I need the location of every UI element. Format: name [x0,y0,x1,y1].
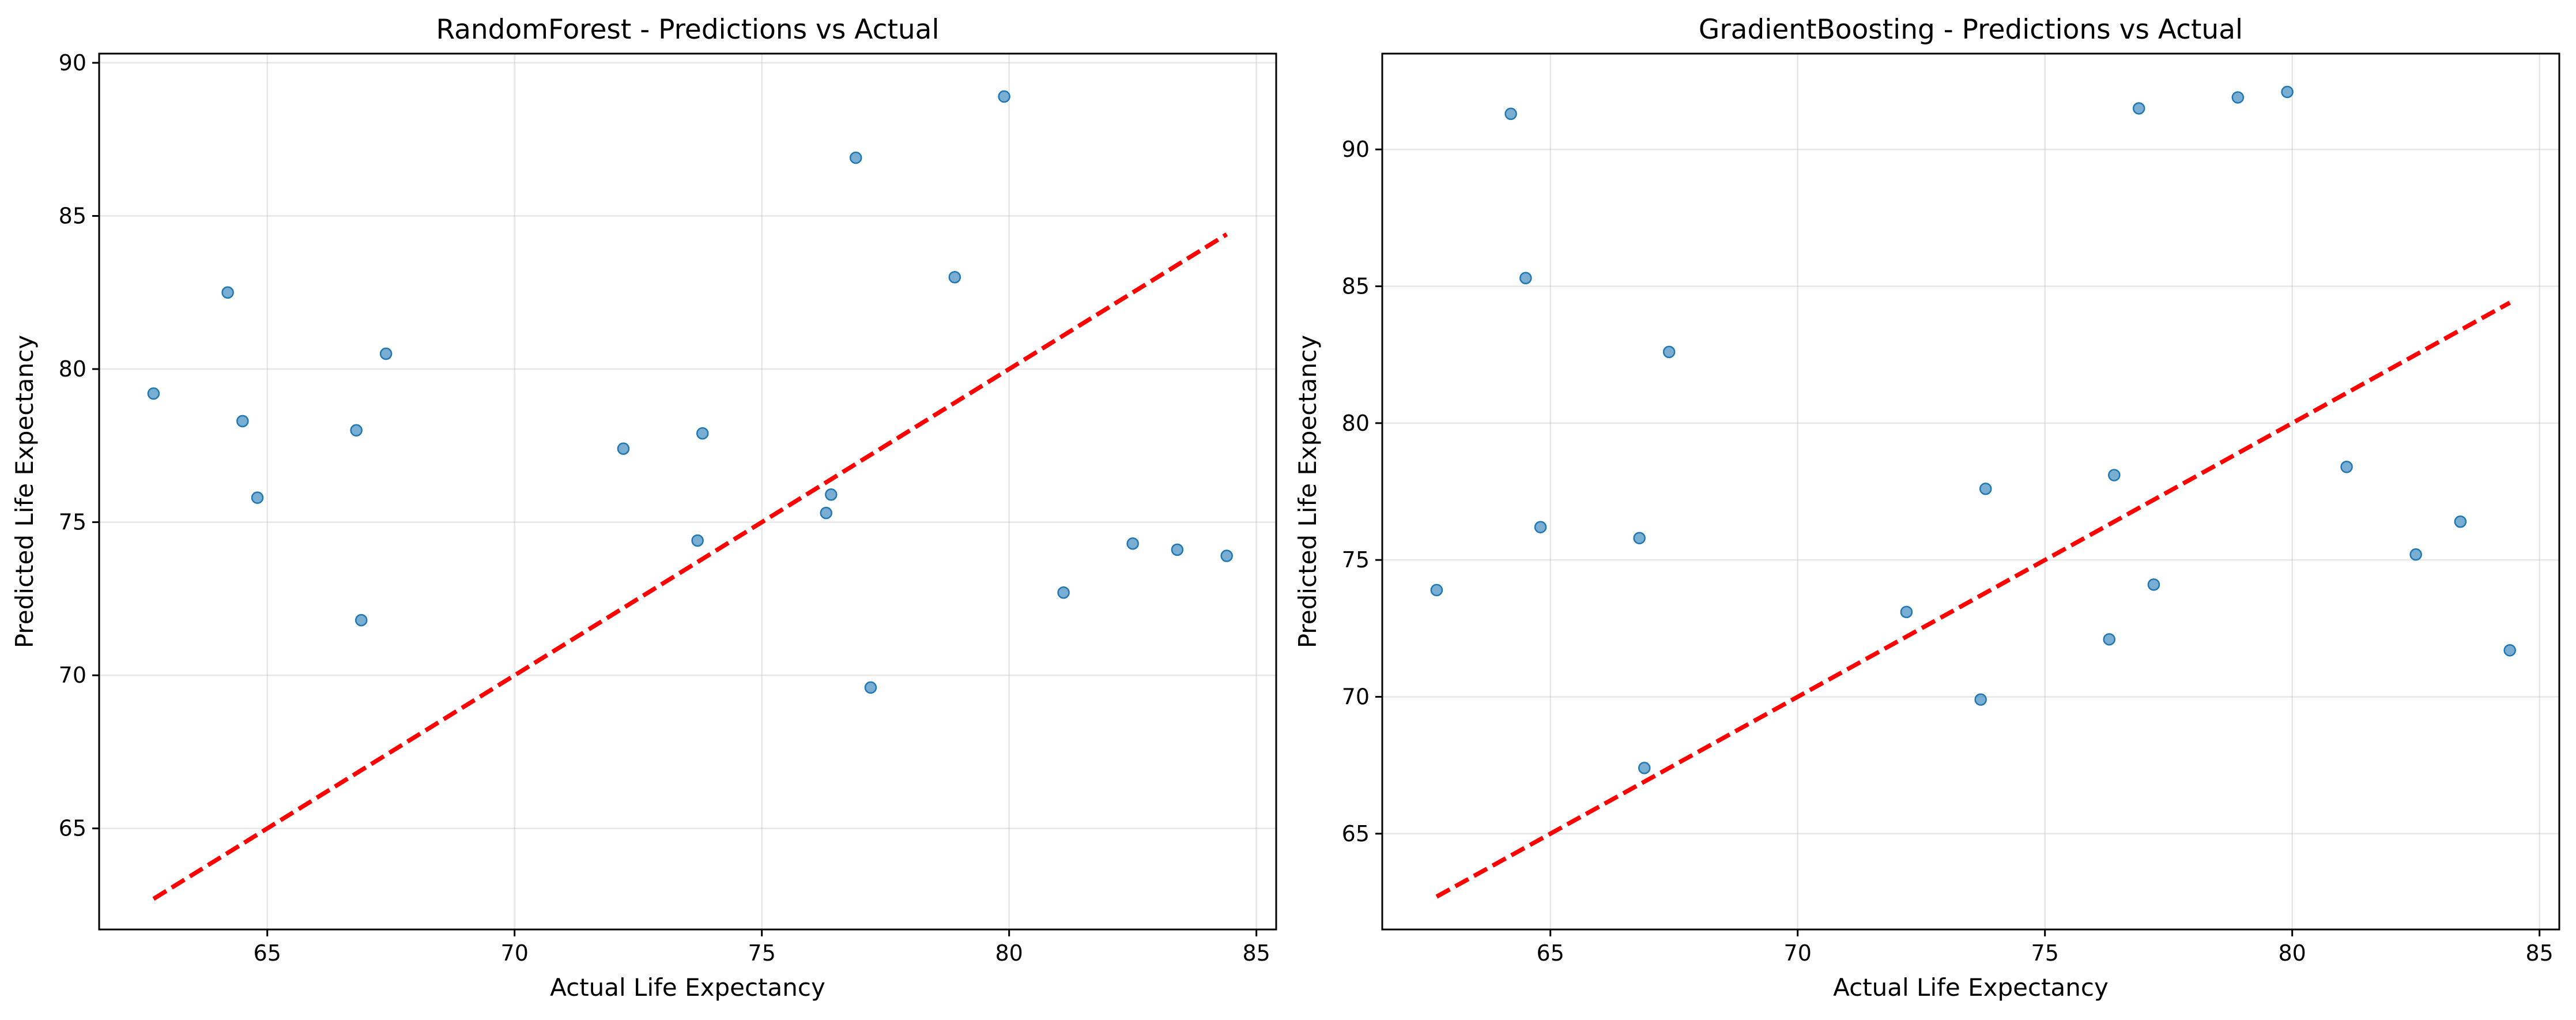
x-axis-label: Actual Life Expectancy [1833,973,2109,1002]
data-point [1519,272,1532,284]
data-point [2281,85,2294,99]
y-tick-label: 80 [1342,411,1370,436]
y-axis-label: Predicted Life Expectancy [10,335,39,648]
data-point [2409,548,2422,561]
data-point [1220,549,1233,562]
data-point [2103,633,2115,646]
x-tick-label: 75 [2031,940,2059,966]
y-tick-label: 65 [59,816,86,841]
data-point [825,488,838,501]
x-tick-label: 70 [501,940,529,966]
x-tick-label: 80 [995,940,1023,966]
x-axis-label: Actual Life Expectancy [550,973,825,1002]
x-tick-label: 80 [2279,940,2306,966]
x-tick-label: 85 [1243,940,1270,966]
y-tick-label: 90 [1342,137,1370,162]
y-axis-label: Predicted Life Expectancy [1293,335,1322,648]
data-point [2147,578,2160,591]
y-tick-label: 75 [59,510,86,535]
data-point [147,387,160,400]
data-point [998,90,1010,103]
plot-frame [98,52,1277,931]
y-tick-label: 70 [1342,684,1370,710]
x-tick-label: 85 [2526,940,2554,966]
data-point [1974,693,1987,706]
gradientboosting-panel: 65 70 75 80 85 65 70 75 80 85 90 GradientBoosting -… [1293,14,2560,1002]
data-point [251,491,264,504]
data-point [1633,532,1646,544]
data-point [354,613,368,627]
y-tick-label: 85 [1342,273,1370,299]
gradientboosting-title: GradientBoosting - Predictions vs Actual [1699,14,2243,46]
data-point [948,270,961,284]
data-point [236,415,249,428]
data-point [1534,521,1547,533]
data-point [864,681,877,694]
data-point [1430,584,1443,597]
data-point [2132,102,2145,115]
x-tick-label: 65 [1537,940,1564,966]
randomforest-title: RandomForest - Predictions vs Actual [436,14,939,46]
data-point [350,424,363,437]
perfect-prediction-line [152,232,1228,901]
data-point [1171,543,1184,556]
x-tick-label: 70 [1784,940,1812,966]
data-point [1057,586,1070,599]
data-point [1126,537,1139,550]
y-tick-label: 70 [59,663,86,688]
data-point [617,442,630,455]
data-point [1504,107,1517,121]
data-point [849,151,862,164]
data-point [2108,469,2121,481]
data-point [2503,644,2516,657]
data-point [2340,461,2353,473]
data-point [2231,91,2245,104]
plot-frame [1381,52,2560,931]
data-point [691,534,704,547]
x-tick-label: 75 [748,940,776,966]
randomforest-panel: 65 70 75 80 85 65 70 75 80 85 90 RandomForest - Pre… [10,14,1277,1002]
data-point [696,427,709,440]
data-point [2454,515,2467,528]
y-tick-label: 85 [59,203,86,228]
perfect-prediction-line [1435,300,2511,899]
data-point [379,347,393,360]
y-tick-label: 90 [59,50,86,76]
data-point [1662,345,1676,359]
y-tick-label: 75 [1342,547,1370,573]
data-point [1979,483,1992,495]
data-point [1638,762,1651,774]
y-tick-label: 80 [59,356,86,382]
data-point [221,286,234,299]
data-point [1900,605,1913,619]
x-tick-label: 65 [254,940,281,966]
data-point [820,506,832,520]
y-tick-label: 65 [1342,821,1370,846]
